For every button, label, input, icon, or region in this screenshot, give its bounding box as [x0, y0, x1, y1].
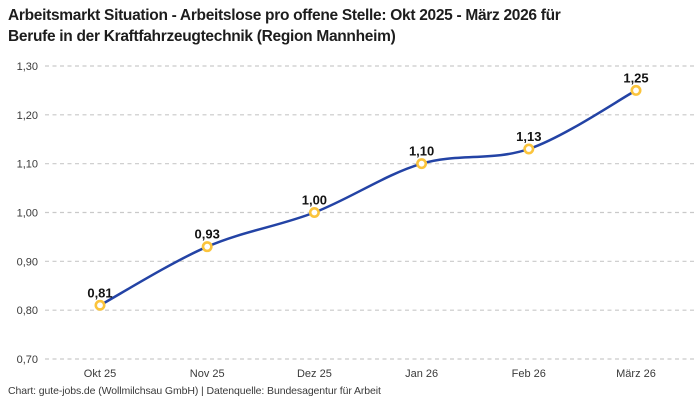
data-point-marker[interactable] [416, 158, 428, 170]
trend-line [98, 89, 638, 307]
data-point-label: 1,00 [302, 193, 327, 208]
chart-title-line-2: Berufe in der Kraftfahrzeugtechnik (Regi… [8, 28, 396, 45]
y-axis-tick-label: 0,90 [17, 256, 38, 268]
y-axis-tick-label: 1,30 [17, 61, 38, 73]
chart-title-line-1: Arbeitsmarkt Situation - Arbeitslose pro… [8, 7, 561, 24]
data-point-label: 0,81 [87, 285, 112, 300]
y-axis-tick-label: 0,80 [17, 305, 38, 317]
data-point-label: 1,13 [516, 129, 541, 144]
data-point-marker[interactable] [201, 241, 213, 253]
data-point-label: 0,93 [195, 227, 220, 242]
chart-credit: Chart: gute-jobs.de (Wollmilchsau GmbH) … [8, 385, 381, 397]
data-point-label: 1,25 [623, 70, 648, 85]
data-point-marker[interactable] [308, 207, 320, 219]
data-point-label: 1,10 [409, 144, 434, 159]
x-axis-tick-label: Feb 26 [512, 368, 546, 380]
x-axis-tick-label: Dez 25 [297, 368, 332, 380]
x-axis-tick-label: Jan 26 [405, 368, 438, 380]
chart-title: Arbeitsmarkt Situation - Arbeitslose pro… [8, 5, 668, 47]
y-axis-tick-label: 1,20 [17, 110, 38, 122]
x-axis-tick-label: Nov 25 [190, 368, 225, 380]
y-axis-tick-label: 0,70 [17, 354, 38, 366]
data-point-marker[interactable] [94, 299, 106, 311]
x-axis-tick-label: März 26 [616, 368, 656, 380]
data-point-marker[interactable] [630, 84, 642, 96]
data-point-marker[interactable] [523, 143, 535, 155]
y-axis-tick-label: 1,10 [17, 159, 38, 171]
y-axis-tick-label: 1,00 [17, 208, 38, 220]
x-axis-tick-label: Okt 25 [84, 368, 116, 380]
